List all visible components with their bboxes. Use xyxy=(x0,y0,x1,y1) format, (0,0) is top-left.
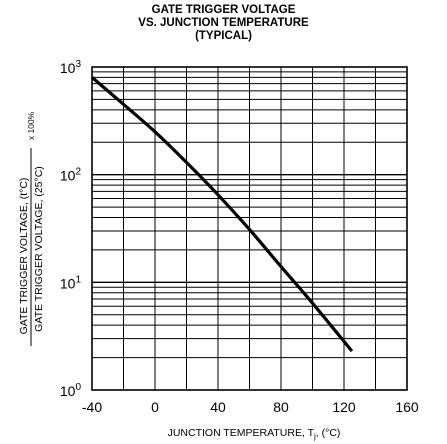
y-tick-base: 10 xyxy=(60,60,76,76)
x-axis-label: JUNCTION TEMPERATURE, Tj, (°C) xyxy=(168,427,341,441)
y-tick-exponent: 3 xyxy=(75,59,81,70)
y-tick-label: 102 xyxy=(60,167,82,184)
series-line-gate-trigger-voltage xyxy=(90,76,354,353)
x-tick-label: 80 xyxy=(273,399,289,415)
chart-title-line-1: GATE TRIGGER VOLTAGE xyxy=(151,4,296,16)
x-tick-label: 40 xyxy=(210,399,226,415)
y-axis-label-multiplier: x 100% xyxy=(26,111,36,140)
y-axis-label-numerator: GATE TRIGGER VOLTAGE, (t°C) xyxy=(18,178,30,335)
x-tick-labels: -40 0 40 80 120 160 xyxy=(82,399,419,415)
y-tick-label: 103 xyxy=(60,59,82,76)
y-axis-label: GATE TRIGGER VOLTAGE, (t°C) GATE TRIGGER… xyxy=(18,111,45,346)
x-axis-label-text: JUNCTION TEMPERATURE, T xyxy=(168,427,315,439)
x-tick-label: 120 xyxy=(332,399,356,415)
y-tick-exponent: 1 xyxy=(75,274,81,285)
y-tick-base: 10 xyxy=(60,275,76,291)
y-tick-exponent: 2 xyxy=(75,167,81,178)
y-tick-base: 10 xyxy=(60,168,76,184)
plot-frame xyxy=(91,66,408,391)
y-tick-label: 101 xyxy=(60,274,82,291)
y-tick-base: 10 xyxy=(60,383,76,399)
x-tick-label: 160 xyxy=(395,399,419,415)
chart-title-line-2: VS. JUNCTION TEMPERATURE xyxy=(138,17,309,29)
chart-title-line-3: (TYPICAL) xyxy=(195,30,252,42)
x-tick-label: 0 xyxy=(151,399,159,415)
x-tick-label: -40 xyxy=(82,399,102,415)
x-axis-label-unit: , (°C) xyxy=(316,427,341,439)
y-tick-label: 100 xyxy=(60,382,82,399)
y-axis-label-denominator: GATE TRIGGER VOLTAGE, (25°C) xyxy=(33,166,45,332)
y-tick-exponent: 0 xyxy=(75,382,81,393)
x-axis-label-subscript: j xyxy=(313,432,316,441)
